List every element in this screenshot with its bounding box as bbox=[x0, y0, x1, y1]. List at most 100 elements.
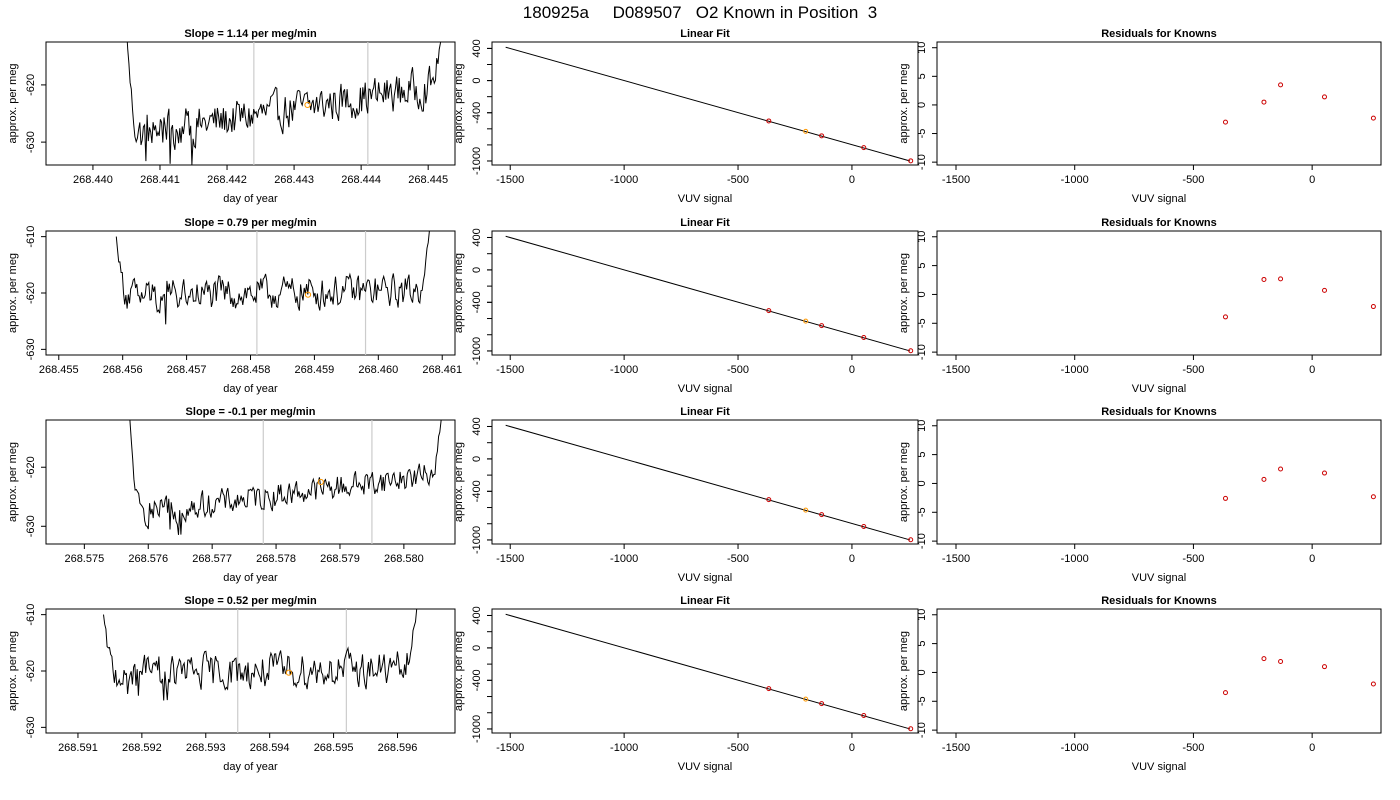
panel-title: Linear Fit bbox=[680, 406, 730, 418]
y-tick-label: -630 bbox=[25, 716, 37, 738]
y-tick-label: 400 bbox=[471, 606, 483, 624]
x-tick-label: 268.444 bbox=[341, 174, 381, 186]
y-axis-label: approx. per meg bbox=[898, 631, 910, 711]
x-tick-label: -1500 bbox=[942, 742, 970, 754]
residual-point bbox=[1222, 495, 1228, 501]
x-tick-label: -1000 bbox=[1061, 742, 1089, 754]
x-tick-label: 268.596 bbox=[378, 742, 418, 754]
x-tick-label: 268.443 bbox=[274, 174, 314, 186]
fit-data-point bbox=[766, 118, 772, 124]
highlight-point bbox=[285, 669, 292, 676]
x-tick-label: -500 bbox=[727, 174, 749, 186]
residual-point bbox=[1278, 276, 1284, 282]
x-tick-label: 268.442 bbox=[207, 174, 247, 186]
y-tick-label: 10 bbox=[916, 609, 928, 621]
plot-area bbox=[505, 424, 914, 543]
residual-point bbox=[1222, 119, 1228, 125]
plot-area bbox=[505, 613, 914, 732]
panel-r4-c2: Linear Fit VUV signal approx. per meg -1500… bbox=[453, 595, 919, 773]
plot-area bbox=[1222, 466, 1376, 501]
panel-r4-c3: Residuals for Knowns VUV signal approx. pe… bbox=[898, 595, 1382, 773]
x-axis-label: VUV signal bbox=[678, 572, 732, 584]
x-tick-label: -500 bbox=[727, 364, 749, 376]
fit-data-point bbox=[766, 308, 772, 314]
y-tick-label: 0 bbox=[471, 645, 483, 651]
x-tick-label: -500 bbox=[727, 553, 749, 565]
highlight-point bbox=[304, 101, 311, 109]
x-axis-label: VUV signal bbox=[1132, 761, 1186, 773]
y-tick-label: -630 bbox=[25, 131, 37, 153]
panel-r2-c2: Linear Fit VUV signal approx. per meg -1500… bbox=[453, 217, 919, 395]
panel-r4-c1: Slope = 0.52 per meg/min day of year appro… bbox=[7, 595, 456, 773]
residual-point bbox=[1321, 664, 1327, 670]
x-tick-label: 268.580 bbox=[384, 553, 424, 565]
plot-frame bbox=[45, 419, 456, 545]
x-tick-label: 0 bbox=[1309, 742, 1315, 754]
plot-frame bbox=[936, 608, 1382, 734]
x-tick-label: 268.577 bbox=[192, 553, 232, 565]
x-tick-label: -1000 bbox=[610, 742, 638, 754]
fit-data-point bbox=[861, 334, 867, 340]
x-tick-label: 268.440 bbox=[73, 174, 113, 186]
y-tick-label: -5 bbox=[916, 696, 928, 706]
x-axis-label: VUV signal bbox=[678, 761, 732, 773]
residual-point bbox=[1321, 287, 1327, 293]
plot-area bbox=[1222, 276, 1376, 320]
y-tick-label: -5 bbox=[916, 129, 928, 139]
panel-title: Slope = 1.14 per meg/min bbox=[184, 28, 317, 40]
y-tick-label: 400 bbox=[471, 39, 483, 57]
y-tick-label: -620 bbox=[25, 660, 37, 682]
x-tick-label: 0 bbox=[1309, 364, 1315, 376]
plot-frame bbox=[491, 608, 919, 734]
y-tick-label: -400 bbox=[471, 669, 483, 691]
x-tick-label: 0 bbox=[1309, 553, 1315, 565]
x-axis-label: day of year bbox=[223, 383, 278, 395]
y-tick-label: -400 bbox=[471, 102, 483, 124]
fit-data-point bbox=[819, 323, 825, 329]
residual-point bbox=[1261, 476, 1267, 482]
x-tick-label: 268.461 bbox=[422, 364, 462, 376]
y-tick-label: 10 bbox=[916, 42, 928, 54]
plot-frame bbox=[491, 230, 919, 356]
x-tick-label: 268.593 bbox=[186, 742, 226, 754]
y-axis-label: approx. per meg bbox=[7, 631, 19, 711]
fit-data-point bbox=[908, 726, 914, 732]
y-axis-label: approx. per meg bbox=[898, 442, 910, 522]
residual-point bbox=[1222, 314, 1228, 320]
residual-point bbox=[1278, 658, 1284, 664]
y-tick-label: -620 bbox=[25, 282, 37, 304]
x-tick-label: 268.456 bbox=[103, 364, 143, 376]
residual-point bbox=[1261, 99, 1267, 105]
y-tick-label: 5 bbox=[916, 73, 928, 79]
fit-data-point bbox=[861, 712, 867, 718]
signal-trace bbox=[126, 42, 442, 165]
fit-data-point bbox=[819, 701, 825, 707]
x-tick-label: 268.575 bbox=[64, 553, 104, 565]
panel-title: Residuals for Knowns bbox=[1101, 217, 1217, 229]
residual-point bbox=[1370, 115, 1376, 121]
plot-frame bbox=[491, 41, 919, 166]
panel-r1-c3: Residuals for Knowns VUV signal approx. pe… bbox=[898, 28, 1382, 205]
plot-frame bbox=[45, 608, 456, 734]
y-tick-label: 0 bbox=[916, 102, 928, 108]
x-tick-label: -1500 bbox=[496, 553, 524, 565]
residual-point bbox=[1261, 276, 1267, 282]
x-tick-label: 268.457 bbox=[167, 364, 207, 376]
y-axis-label: approx. per meg bbox=[453, 253, 465, 333]
y-tick-label: -10 bbox=[916, 154, 928, 170]
y-axis-label: approx. per meg bbox=[7, 63, 19, 143]
x-tick-label: 268.591 bbox=[58, 742, 98, 754]
y-axis-label: approx. per meg bbox=[7, 253, 19, 333]
y-tick-label: -630 bbox=[25, 338, 37, 360]
panel-r3-c1: Slope = -0.1 per meg/min day of year appro… bbox=[7, 406, 456, 584]
fit-data-point bbox=[766, 686, 772, 692]
x-tick-label: -1000 bbox=[610, 174, 638, 186]
panel-title: Linear Fit bbox=[680, 217, 730, 229]
x-tick-label: -500 bbox=[1182, 742, 1204, 754]
y-tick-label: 5 bbox=[916, 641, 928, 647]
figure-suptitle: 180925a D089507 O2 Known in Position 3 bbox=[523, 3, 877, 22]
plot-frame bbox=[491, 419, 919, 545]
y-tick-label: 0 bbox=[916, 669, 928, 675]
x-tick-label: 268.578 bbox=[256, 553, 296, 565]
